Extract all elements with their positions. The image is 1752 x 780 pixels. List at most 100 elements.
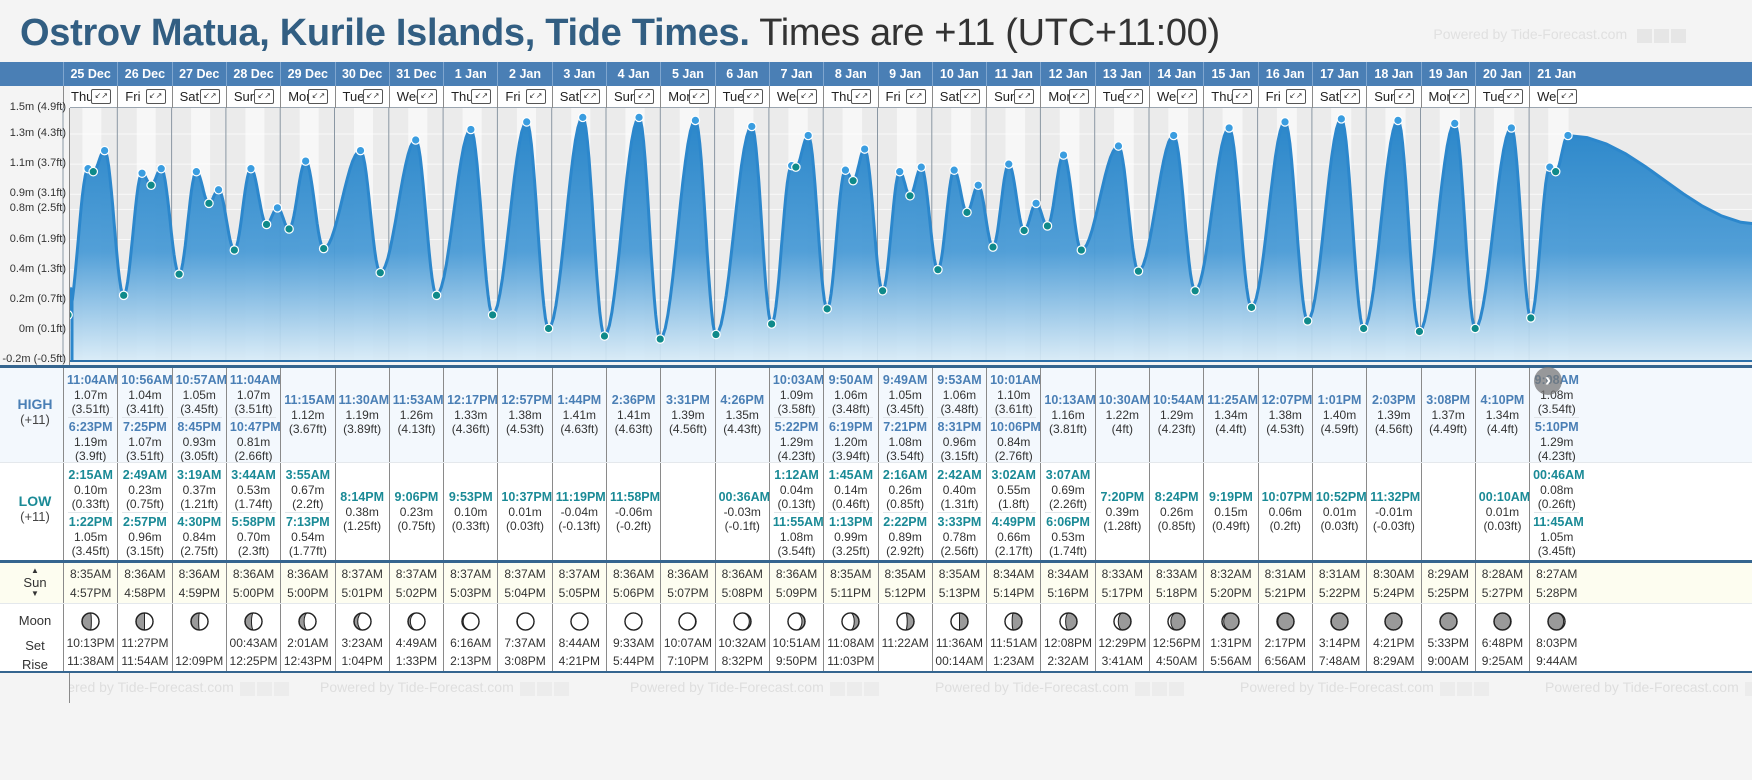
high-tide-point[interactable]	[916, 162, 927, 172]
low-tide-point[interactable]	[1302, 316, 1313, 326]
high-tide-point[interactable]	[300, 156, 311, 166]
low-tide-point[interactable]	[261, 219, 272, 230]
low-tide-point[interactable]	[1526, 313, 1536, 323]
low-tide-point[interactable]	[1470, 323, 1480, 334]
low-tide-point[interactable]	[877, 285, 888, 296]
expand-day-button[interactable]: ↙↗	[1448, 89, 1469, 104]
expand-day-button[interactable]: ↙↗	[1231, 89, 1252, 104]
low-tide-point[interactable]	[962, 207, 972, 218]
high-tide-point[interactable]	[1449, 118, 1460, 129]
expand-day-button[interactable]: ↙↗	[145, 89, 166, 104]
high-tide-point[interactable]	[1393, 115, 1403, 126]
high-tide-point[interactable]	[1224, 123, 1234, 133]
high-tide-point[interactable]	[1168, 130, 1179, 141]
expand-day-button[interactable]: ↙↗	[851, 89, 872, 104]
low-tide-point[interactable]	[905, 190, 915, 201]
low-tide-point[interactable]	[1076, 245, 1087, 255]
high-tide-point[interactable]	[1563, 130, 1573, 141]
low-tide-point[interactable]	[791, 162, 801, 172]
expand-day-button[interactable]: ↙↗	[308, 89, 329, 104]
low-tide-point[interactable]	[933, 264, 943, 275]
high-tide-point[interactable]	[156, 163, 167, 174]
expand-day-button[interactable]: ↙↗	[199, 89, 220, 104]
low-tide-point[interactable]	[822, 304, 832, 314]
high-tide-point[interactable]	[246, 163, 256, 174]
low-tide-point[interactable]	[431, 290, 442, 301]
expand-day-button[interactable]: ↙↗	[362, 89, 383, 104]
high-tide-point[interactable]	[973, 180, 984, 191]
low-tide-point[interactable]	[284, 224, 294, 234]
low-tide-point[interactable]	[1133, 266, 1144, 276]
low-tide-point[interactable]	[1414, 326, 1425, 337]
high-tide-point[interactable]	[272, 203, 283, 213]
low-tide-point[interactable]	[229, 245, 240, 255]
low-tide-point[interactable]	[1358, 323, 1369, 334]
expand-day-button[interactable]: ↙↗	[417, 89, 438, 104]
expand-day-button[interactable]: ↙↗	[688, 89, 709, 104]
high-tide-point[interactable]	[859, 144, 870, 154]
expand-day-button[interactable]: ↙↗	[1394, 89, 1415, 104]
low-tide-point[interactable]	[711, 329, 721, 340]
high-tide-point[interactable]	[746, 121, 757, 132]
high-tide-point[interactable]	[1113, 141, 1124, 151]
expand-day-button[interactable]: ↙↗	[471, 89, 492, 104]
high-tide-point[interactable]	[521, 117, 532, 127]
low-tide-point[interactable]	[204, 198, 214, 209]
high-tide-point[interactable]	[1280, 117, 1290, 127]
high-tide-point[interactable]	[99, 145, 110, 156]
next-days-button[interactable]: ›	[1534, 367, 1562, 395]
low-tide-point[interactable]	[1246, 302, 1257, 313]
high-tide-point[interactable]	[634, 112, 644, 123]
low-tide-point[interactable]	[1190, 285, 1200, 296]
low-tide-point[interactable]	[64, 310, 73, 320]
expand-day-button[interactable]: ↙↗	[1340, 89, 1361, 104]
expand-day-button[interactable]: ↙↗	[634, 89, 655, 104]
low-tide-point[interactable]	[1019, 225, 1029, 236]
expand-day-button[interactable]: ↙↗	[525, 89, 546, 104]
high-tide-point[interactable]	[1003, 159, 1014, 169]
low-tide-point[interactable]	[766, 319, 777, 329]
low-tide-point[interactable]	[988, 242, 998, 252]
high-tide-point[interactable]	[137, 168, 147, 178]
high-tide-point[interactable]	[894, 166, 905, 177]
high-tide-point[interactable]	[466, 124, 476, 135]
high-tide-point[interactable]	[355, 145, 366, 156]
expand-day-button[interactable]: ↙↗	[905, 89, 926, 104]
expand-day-button[interactable]: ↙↗	[1014, 89, 1035, 104]
expand-day-button[interactable]: ↙↗	[579, 89, 600, 104]
low-tide-point[interactable]	[375, 267, 386, 278]
expand-day-button[interactable]: ↙↗	[1557, 89, 1578, 104]
low-tide-point[interactable]	[1042, 221, 1053, 231]
expand-day-button[interactable]: ↙↗	[254, 89, 275, 104]
expand-day-button[interactable]: ↙↗	[960, 89, 981, 104]
high-tide-point[interactable]	[1058, 150, 1069, 160]
low-tide-point[interactable]	[655, 334, 666, 344]
high-tide-point[interactable]	[690, 115, 701, 126]
expand-day-button[interactable]: ↙↗	[1068, 89, 1089, 104]
high-tide-point[interactable]	[803, 130, 813, 141]
low-tide-point[interactable]	[174, 269, 184, 280]
high-tide-point[interactable]	[1506, 123, 1517, 133]
low-tide-point[interactable]	[599, 331, 610, 341]
high-tide-point[interactable]	[1031, 198, 1041, 209]
high-tide-point[interactable]	[577, 112, 588, 123]
low-tide-point[interactable]	[146, 180, 156, 191]
low-tide-point[interactable]	[848, 175, 858, 186]
high-tide-point[interactable]	[410, 135, 421, 145]
powered-by-link[interactable]: Powered by Tide-Forecast.com	[1433, 26, 1688, 44]
high-tide-point[interactable]	[1336, 114, 1347, 124]
low-tide-point[interactable]	[88, 166, 99, 177]
expand-day-button[interactable]: ↙↗	[91, 89, 112, 104]
low-tide-point[interactable]	[487, 310, 498, 320]
expand-day-button[interactable]: ↙↗	[1177, 89, 1198, 104]
expand-day-button[interactable]: ↙↗	[1122, 89, 1143, 104]
low-tide-point[interactable]	[1550, 166, 1561, 177]
high-tide-point[interactable]	[213, 184, 224, 195]
high-tide-point[interactable]	[191, 166, 202, 177]
high-tide-point[interactable]	[949, 165, 959, 175]
low-tide-point[interactable]	[543, 323, 554, 334]
expand-day-button[interactable]: ↙↗	[1285, 89, 1306, 104]
high-tide-point[interactable]	[840, 165, 851, 175]
low-tide-point[interactable]	[318, 243, 329, 254]
expand-day-button[interactable]: ↙↗	[1503, 89, 1524, 104]
